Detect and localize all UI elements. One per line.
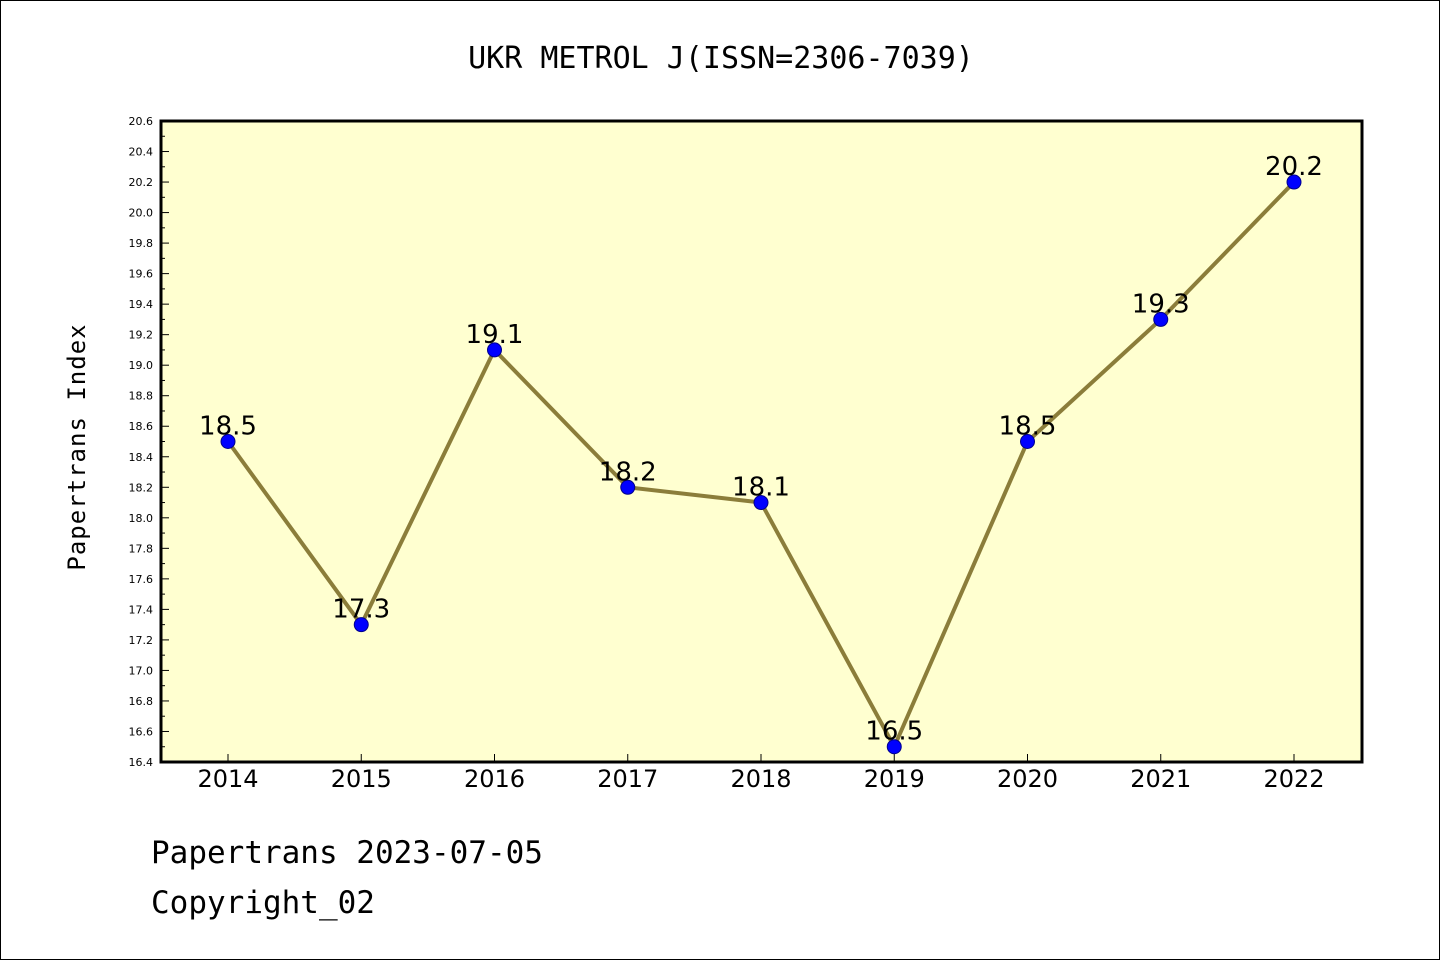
y-tick-label: 19.8 — [129, 237, 154, 250]
x-tick-label: 2017 — [597, 765, 658, 793]
y-tick-label: 18.8 — [129, 390, 154, 403]
x-tick-label: 2019 — [864, 765, 925, 793]
x-tick-label: 2022 — [1263, 765, 1324, 793]
y-tick-label: 18.4 — [129, 451, 154, 464]
data-label: 18.2 — [599, 457, 657, 487]
data-label: 20.2 — [1265, 152, 1323, 182]
x-tick-label: 2015 — [331, 765, 392, 793]
footer-copyright-line: Copyright_02 — [151, 885, 375, 921]
series-layer: 18.5 17.3 19.1 18.2 18.1 16.5 18.5 19.3 20.2 — [199, 152, 1323, 755]
footer-date-line: Papertrans 2023-07-05 — [151, 835, 543, 871]
data-label: 19.3 — [1132, 289, 1190, 319]
data-label: 18.5 — [199, 412, 257, 442]
x-tick-label: 2014 — [197, 765, 258, 793]
data-point-marker — [620, 479, 636, 495]
y-tick-label: 17.0 — [129, 664, 154, 677]
y-tick-label: 18.6 — [129, 420, 154, 433]
x-tick-label: 2018 — [730, 765, 791, 793]
y-tick-label: 20.4 — [129, 146, 154, 159]
chart-title: UKR METROL J(ISSN=2306-7039) — [468, 41, 974, 76]
y-tick-label: 19.4 — [129, 298, 154, 311]
y-tick-label: 19.0 — [129, 359, 154, 372]
x-axis: 2014 2015 2016 2017 2018 2019 2020 2021 2022 — [197, 754, 1325, 793]
data-point-marker — [753, 495, 769, 511]
data-label: 17.3 — [332, 595, 390, 625]
x-tick-label: 2016 — [464, 765, 525, 793]
y-tick-label: 17.4 — [129, 603, 154, 616]
y-tick-label: 20.6 — [129, 115, 154, 128]
y-tick-label: 16.8 — [129, 695, 154, 708]
y-tick-label: 19.6 — [129, 268, 154, 281]
data-label: 19.1 — [466, 320, 524, 350]
y-tick-label: 18.2 — [129, 481, 154, 494]
data-point-marker — [353, 617, 369, 633]
y-tick-label: 17.8 — [129, 542, 154, 555]
y-tick-label: 20.0 — [129, 207, 154, 220]
y-tick-label: 16.6 — [129, 725, 154, 738]
y-axis: 16.4 16.6 16.8 17.0 17.2 17.4 17.6 17.8 18.0 18.2… — [129, 115, 169, 769]
y-tick-label: 17.6 — [129, 573, 154, 586]
data-label: 16.5 — [865, 717, 923, 747]
plot-area — [161, 121, 1362, 762]
y-axis-label: Papertrans Index — [63, 323, 91, 570]
data-point-marker — [886, 739, 902, 755]
y-tick-label: 19.2 — [129, 329, 154, 342]
data-label: 18.5 — [999, 412, 1057, 442]
data-point-marker — [1153, 311, 1169, 327]
x-tick-label: 2020 — [997, 765, 1058, 793]
y-tick-label: 17.2 — [129, 634, 154, 647]
data-label: 18.1 — [732, 473, 790, 503]
x-tick-label: 2021 — [1130, 765, 1191, 793]
data-point-marker — [487, 342, 502, 358]
data-point-marker — [1286, 174, 1302, 190]
data-point-marker — [220, 434, 236, 449]
y-tick-label: 16.4 — [129, 756, 154, 769]
y-tick-label: 20.2 — [129, 176, 154, 189]
y-tick-label: 18.0 — [129, 512, 154, 525]
plot-border — [159, 119, 1364, 764]
data-point-marker — [1020, 434, 1035, 449]
